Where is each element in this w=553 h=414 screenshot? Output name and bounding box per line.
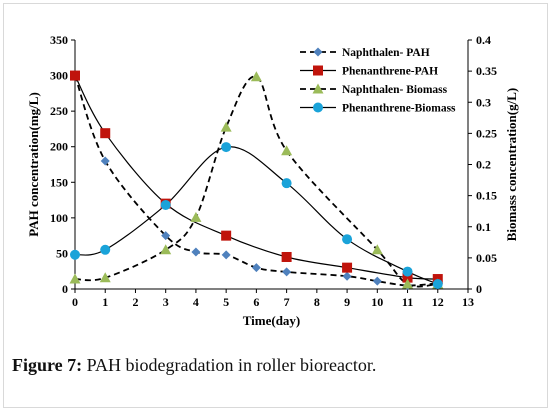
legend-marker-3 <box>313 102 323 113</box>
legend-label-2: Naphthalen- Biomass <box>342 84 448 96</box>
data-point-series-2 <box>99 272 111 283</box>
data-point-series-0 <box>221 250 231 260</box>
y-left-tick-label: 200 <box>50 140 68 154</box>
x-tick-label: 11 <box>402 295 413 309</box>
data-point-series-3 <box>221 142 232 153</box>
data-point-series-2 <box>402 278 414 289</box>
y-left-tick-label: 250 <box>50 104 68 118</box>
data-point-series-1 <box>70 70 80 81</box>
series-markers <box>69 70 444 290</box>
x-tick-label: 9 <box>344 295 350 309</box>
y-right-axis-title: Biomass concentration(g/L) <box>504 88 519 241</box>
x-tick-label: 3 <box>163 295 169 309</box>
x-tick-label: 4 <box>193 295 199 309</box>
data-point-series-2 <box>220 121 232 132</box>
y-left-tick-label: 0 <box>62 282 68 296</box>
y-right-tick-label: 0 <box>476 282 482 296</box>
x-tick-label: 1 <box>102 295 108 309</box>
x-tick-label: 5 <box>223 295 229 309</box>
series-line-3 <box>74 146 438 285</box>
caption-label: Figure 7: <box>12 355 83 375</box>
data-point-series-0 <box>342 271 352 281</box>
x-tick-label: 8 <box>314 295 320 309</box>
data-point-series-1 <box>281 251 292 262</box>
data-point-series-1 <box>221 230 232 241</box>
data-point-series-1 <box>402 272 413 283</box>
x-tick-label: 6 <box>253 295 259 309</box>
data-point-series-2 <box>281 145 293 156</box>
data-point-series-0 <box>282 267 292 277</box>
data-point-series-0 <box>191 247 201 257</box>
data-point-series-1 <box>100 128 111 139</box>
legend-label-0: Naphthalen- PAH <box>342 47 430 59</box>
caption-text: PAH biodegradation in roller bioreactor. <box>82 355 377 375</box>
x-tick-label: 13 <box>462 295 474 309</box>
y-left-axis-title: PAH concentration(mg/L) <box>26 92 41 237</box>
y-right-tick-label: 0.25 <box>476 126 497 140</box>
data-point-series-1 <box>342 262 353 273</box>
x-axis-title: Time(day) <box>243 313 301 328</box>
series-line-2 <box>74 75 438 288</box>
y-right-tick-label: 0.4 <box>476 33 491 47</box>
figure-frame <box>3 3 548 408</box>
data-point-series-3 <box>70 249 80 260</box>
y-left-tick-label: 350 <box>50 33 68 47</box>
x-tick-label: 12 <box>432 295 444 309</box>
y-right-tick-label: 0.15 <box>476 189 497 203</box>
data-point-series-0 <box>161 231 171 241</box>
x-tick-label: 2 <box>132 295 138 309</box>
data-point-series-3 <box>402 266 413 277</box>
x-tick-label: 10 <box>371 295 383 309</box>
tick-labels: 0 1 2 3 4 5 6 7 8 9 10 11 12 130501001502002503003500… <box>50 33 497 309</box>
axis-labels: Time(day) PAH concentration(mg/L) Biomass … <box>26 88 519 328</box>
data-point-series-2 <box>371 244 383 255</box>
legend-marker-0 <box>313 47 323 57</box>
data-point-series-2 <box>69 273 81 284</box>
data-point-series-3 <box>281 178 292 189</box>
legend-marker-2 <box>312 83 324 94</box>
legend-label-3: Phenanthrene-Biomass <box>342 103 456 115</box>
axes <box>71 39 472 293</box>
y-right-tick-label: 0.2 <box>476 158 491 172</box>
legend-marker-1 <box>313 65 323 76</box>
data-point-series-0 <box>372 276 382 286</box>
legend-label-1: Phenanthrene-PAH <box>342 66 438 78</box>
data-point-series-3 <box>342 234 353 245</box>
chart: 0 1 2 3 4 5 6 7 8 9 10 11 12 130501001502002503003500… <box>26 33 519 328</box>
y-left-tick-label: 300 <box>50 69 68 83</box>
figure-caption: Figure 7: PAH biodegradation in roller b… <box>12 355 376 376</box>
y-right-tick-label: 0.05 <box>476 251 497 265</box>
data-point-series-3 <box>160 199 171 210</box>
data-point-series-3 <box>432 279 443 290</box>
y-left-tick-label: 50 <box>56 246 68 260</box>
y-left-tick-label: 150 <box>50 175 68 189</box>
x-tick-label: 0 <box>72 295 78 309</box>
data-point-series-0 <box>100 156 110 166</box>
y-left-tick-label: 100 <box>50 211 68 225</box>
y-right-tick-label: 0.1 <box>476 220 491 234</box>
data-point-series-2 <box>160 244 172 255</box>
data-point-series-3 <box>100 244 111 255</box>
y-right-tick-label: 0.35 <box>476 64 497 78</box>
data-point-series-2 <box>190 211 202 222</box>
legend: Naphthalen- PAH Phenanthrene-PAH Naphthale… <box>300 47 456 115</box>
series-line-0 <box>74 75 438 287</box>
data-point-series-0 <box>251 263 261 273</box>
data-point-series-2 <box>250 71 262 82</box>
y-right-tick-label: 0.3 <box>476 95 491 109</box>
x-tick-label: 7 <box>284 295 290 309</box>
